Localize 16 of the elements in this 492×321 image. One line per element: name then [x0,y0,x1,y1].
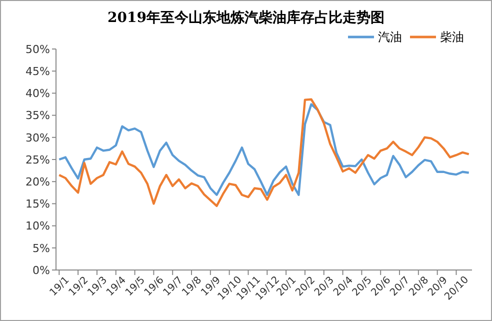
chart-title: 2019年至今山东地炼汽柴油库存占比走势图 [108,9,384,26]
legend-label: 汽油 [378,30,402,44]
y-tick-label: 50% [26,42,50,56]
line-series [58,98,470,208]
y-tick-label: 20% [26,175,50,188]
y-tick-label: 35% [26,109,50,122]
y-tick-label: 25% [26,153,50,166]
legend-label: 柴油 [440,30,464,44]
y-tick-label: 45% [26,64,50,78]
y-tick-label: 10% [26,220,50,233]
y-tick-label: 30% [26,131,50,144]
y-tick-label: 15% [26,198,50,211]
line-series [58,103,470,196]
y-tick-label: 5% [32,242,50,255]
y-tick-label: 40% [26,87,50,100]
y-tick-label: 0% [32,264,50,277]
